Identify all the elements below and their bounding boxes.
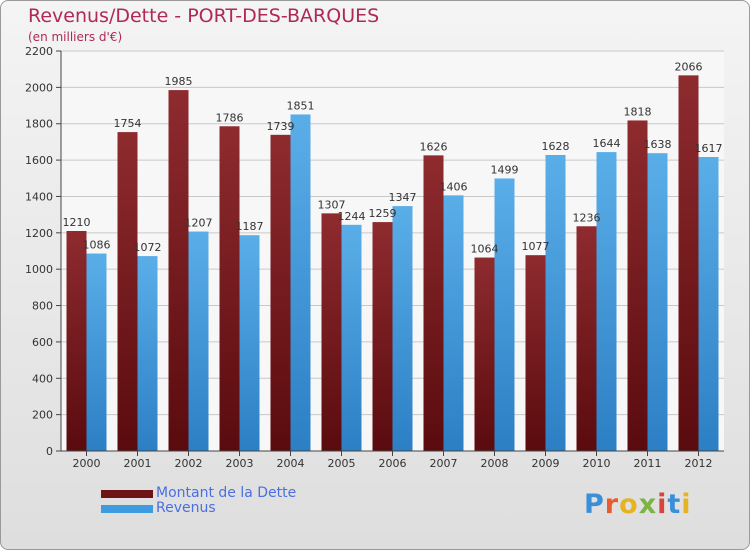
bar-revenus [86, 253, 107, 451]
bar-revenus [392, 206, 413, 451]
bar-revenus [647, 153, 668, 451]
bar-revenus [239, 235, 260, 451]
x-tick-label: 2006 [379, 457, 407, 470]
chart-title: Revenus/Dette - PORT-DES-BARQUES [28, 5, 380, 27]
bar-dette [372, 222, 393, 451]
legend-swatch-revenus [101, 505, 153, 513]
y-tick-label: 2200 [25, 45, 53, 58]
bar-revenus [494, 178, 515, 452]
y-tick-label: 1400 [25, 190, 53, 203]
x-tick-label: 2010 [583, 457, 611, 470]
logo-letter: i [657, 489, 668, 520]
logo-letter: P [584, 489, 605, 520]
labels-layer: 1210 1086 1754 1072 1985 1207 1786 1187 1739 1851… [63, 60, 723, 255]
y-tick-label: 1200 [25, 227, 53, 240]
bar-dette [270, 134, 291, 451]
y-tick-label: 2000 [25, 81, 53, 94]
proxiti-logo: Proxiti [584, 489, 692, 520]
x-tick-label: 2002 [175, 457, 203, 470]
y-tick-label: 200 [32, 409, 53, 422]
bar-dette [423, 155, 444, 451]
bar-dette [576, 226, 597, 451]
data-label-revenus: 1207 [185, 217, 213, 230]
bar-dette [66, 231, 87, 451]
data-label-dette: 1236 [573, 211, 601, 224]
data-label-dette: 1064 [471, 243, 499, 256]
bar-revenus [137, 256, 158, 451]
logo-letter: i [681, 489, 692, 520]
x-tick-label: 2000 [73, 457, 101, 470]
x-tick-label: 2003 [226, 457, 254, 470]
y-tick-label: 0 [46, 445, 53, 458]
bar-dette [321, 213, 342, 451]
y-tick-label: 400 [32, 372, 53, 385]
logo-letter: t [667, 489, 682, 520]
bar-revenus [596, 152, 617, 451]
bar-dette [525, 255, 546, 451]
bar-dette [117, 132, 138, 451]
x-tick-label: 2004 [277, 457, 305, 470]
bar-dette [678, 75, 699, 451]
data-label-dette: 1818 [624, 105, 652, 118]
y-tick-label: 1000 [25, 263, 53, 276]
x-tick-label: 2011 [634, 457, 662, 470]
data-label-revenus: 1628 [542, 140, 570, 153]
data-label-dette: 1307 [318, 198, 346, 211]
data-label-dette: 1259 [369, 207, 397, 220]
bar-dette [627, 120, 648, 452]
data-label-dette: 1077 [522, 240, 550, 253]
data-label-dette: 1985 [165, 75, 193, 88]
data-label-revenus: 1072 [134, 241, 162, 254]
x-tick-label: 2009 [532, 457, 560, 470]
data-label-dette: 1786 [216, 111, 244, 124]
data-label-revenus: 1086 [83, 239, 111, 252]
logo-letter: r [604, 489, 620, 520]
data-label-revenus: 1187 [236, 220, 264, 233]
bar-dette [168, 90, 189, 451]
legend-label-revenus: Revenus [156, 500, 216, 516]
data-label-revenus: 1638 [644, 138, 672, 151]
data-label-revenus: 1347 [389, 191, 417, 204]
bar-dette [474, 257, 495, 451]
bar-revenus [545, 155, 566, 451]
data-label-revenus: 1617 [695, 142, 723, 155]
bar-revenus [341, 224, 362, 451]
x-tick-label: 2008 [481, 457, 509, 470]
bar-dette [219, 126, 240, 451]
axis-layer: 0 200 400 600 800 1000 1200 1400 1600 1800 2000 220… [25, 45, 724, 470]
data-label-dette: 1754 [114, 117, 142, 130]
bar-revenus [698, 157, 719, 451]
data-label-dette: 1739 [267, 120, 295, 133]
y-tick-label: 1800 [25, 118, 53, 131]
x-tick-label: 2005 [328, 457, 356, 470]
data-label-revenus: 1499 [491, 163, 519, 176]
data-label-revenus: 1851 [287, 99, 315, 112]
bars-layer [66, 75, 719, 452]
legend-label-dette: Montant de la Dette [156, 485, 297, 501]
data-label-dette: 1626 [420, 140, 448, 153]
bar-revenus [443, 195, 464, 451]
y-tick-label: 800 [32, 300, 53, 313]
x-tick-label: 2001 [124, 457, 152, 470]
x-tick-label: 2007 [430, 457, 458, 470]
data-label-revenus: 1406 [440, 180, 468, 193]
logo-letter: x [638, 489, 658, 520]
legend-swatch-dette [101, 490, 153, 498]
data-label-dette: 1210 [63, 216, 91, 229]
data-label-dette: 2066 [675, 60, 703, 73]
x-tick-label: 2012 [685, 457, 713, 470]
data-label-revenus: 1644 [593, 137, 621, 150]
bar-revenus [188, 231, 209, 451]
chart-subtitle: (en milliers d'€) [28, 30, 123, 44]
y-tick-label: 600 [32, 336, 53, 349]
data-label-revenus: 1244 [338, 210, 366, 223]
logo-letter: o [619, 489, 639, 520]
bar-revenus [290, 114, 311, 452]
y-tick-label: 1600 [25, 154, 53, 167]
